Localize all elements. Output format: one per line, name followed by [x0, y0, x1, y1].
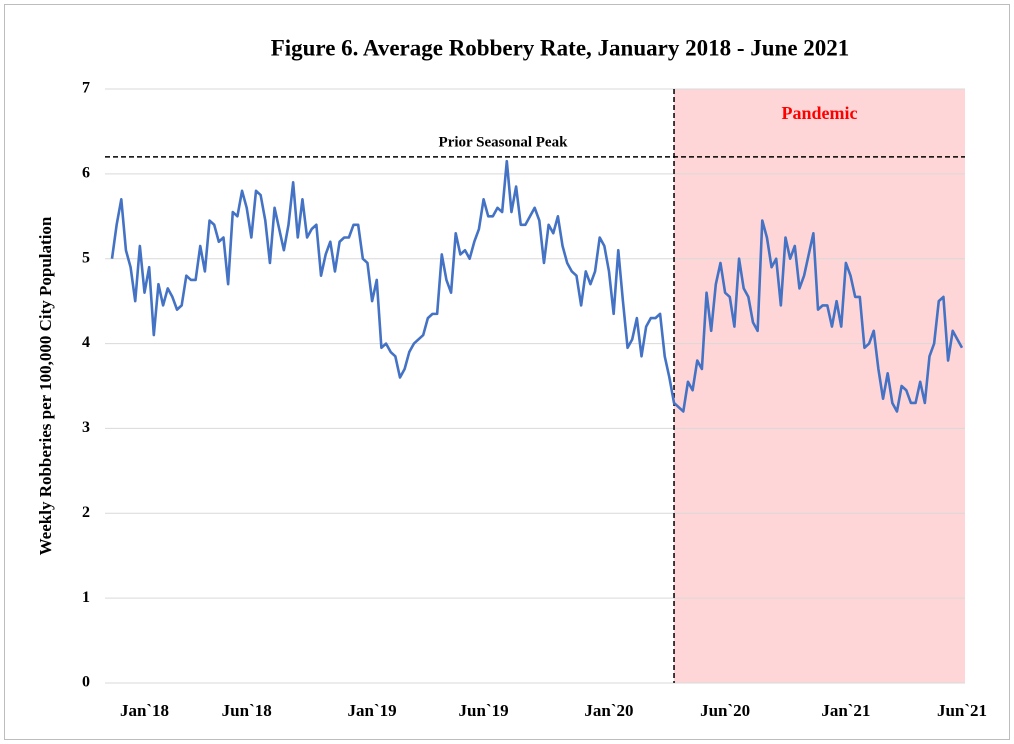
y-tick-label: 0: [82, 674, 90, 691]
y-tick-label: 2: [82, 504, 90, 521]
x-tick-label: Jun`18: [222, 701, 272, 720]
x-tick-label: Jun`21: [937, 701, 987, 720]
x-tick-label: Jan`21: [821, 701, 870, 720]
shaded-region: [674, 89, 965, 683]
y-tick-label: 5: [82, 249, 90, 266]
y-tick-label: 7: [82, 80, 90, 97]
y-axis-label: Weekly Robberies per 100,000 City Popula…: [36, 216, 55, 555]
data-line: [110, 159, 964, 413]
x-tick-label: Jun`20: [700, 701, 750, 720]
y-tick-label: 3: [82, 419, 90, 436]
x-tick-label: Jun`19: [459, 701, 509, 720]
y-tick-label: 6: [82, 165, 90, 182]
y-tick-label: 4: [82, 334, 90, 351]
x-tick-label: Jan`18: [120, 701, 169, 720]
chart-title: Figure 6. Average Robbery Rate, January …: [271, 35, 850, 60]
x-tick-label: Jan`19: [348, 701, 397, 720]
shaded-region-label: Pandemic: [782, 103, 858, 123]
y-tick-label: 1: [82, 589, 90, 606]
x-tick-label: Jan`20: [584, 701, 633, 720]
reference-line-label: Prior Seasonal Peak: [439, 134, 569, 150]
